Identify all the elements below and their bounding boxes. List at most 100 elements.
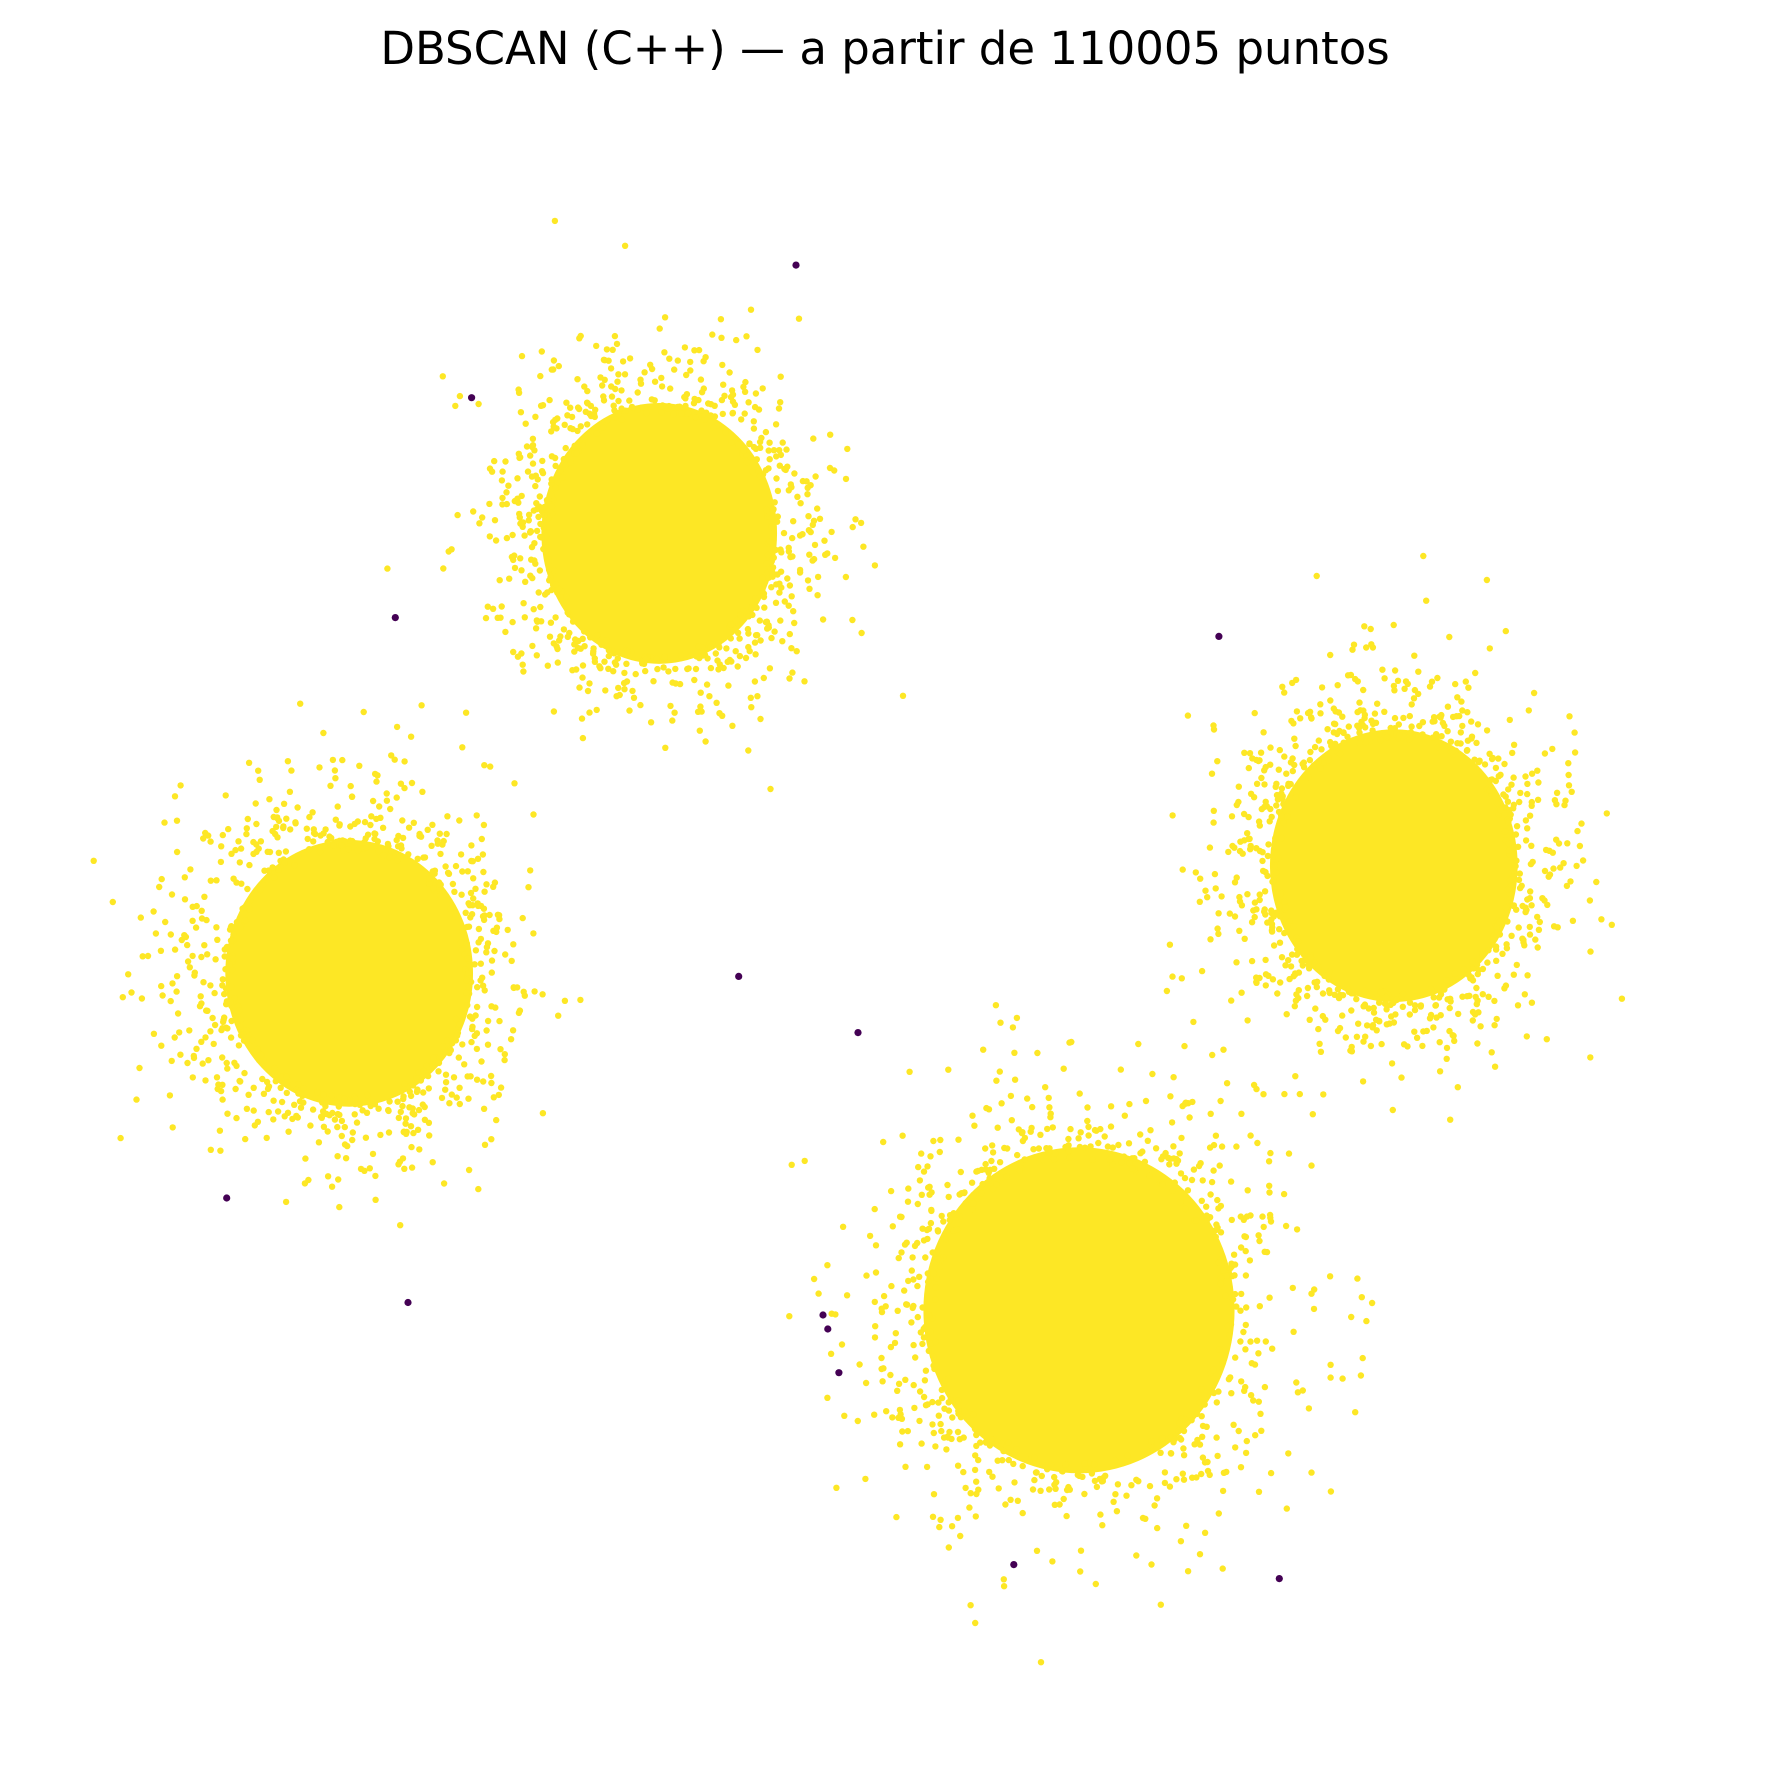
cluster-point [1354,1275,1361,1282]
cluster-point [521,614,528,621]
cluster-point [468,1038,475,1046]
cluster-point [453,1032,461,1039]
cluster-point [173,973,181,980]
cluster-point [1344,733,1351,740]
cluster-point [1318,684,1326,691]
cluster-point [1171,1435,1179,1443]
cluster-point [1402,678,1410,685]
cluster-point [937,1420,944,1428]
cluster-point [1274,990,1281,997]
cluster-point [1285,923,1293,930]
cluster-point [763,506,770,514]
cluster-point [843,1292,851,1299]
cluster-point [498,603,505,610]
cluster-point [1126,1159,1133,1167]
cluster-point [1423,1027,1431,1035]
cluster-point [399,1155,407,1162]
cluster-point [1381,675,1388,682]
cluster-point [1060,1495,1067,1503]
cluster-point [401,784,408,792]
cluster-point [212,956,219,963]
cluster-point [1242,1346,1249,1353]
cluster-point [904,1427,911,1435]
cluster-point [1198,1386,1205,1393]
cluster-point [805,513,812,520]
cluster-point [1003,1173,1011,1180]
cluster-point [529,443,536,451]
cluster-point [1501,828,1509,835]
cluster-point [929,1421,936,1428]
cluster-point [903,1239,910,1246]
cluster-point [1521,991,1529,998]
cluster-point [1528,902,1535,909]
cluster-point [1125,1140,1133,1147]
cluster-point [289,1081,297,1089]
cluster-point [383,790,390,797]
cluster-point [1255,1350,1262,1357]
cluster-point [552,581,560,588]
cluster-point [569,667,576,674]
cluster-point [1356,699,1363,706]
cluster-point [932,1338,940,1346]
cluster-point [222,792,229,799]
cluster-point [1193,1410,1201,1418]
cluster-point [1084,1104,1091,1111]
cluster-point [1516,870,1524,877]
cluster-point [437,850,444,858]
cluster-point [1238,989,1245,996]
cluster-point [1216,1162,1223,1169]
cluster-point [1561,801,1568,809]
cluster-point [336,1094,343,1101]
cluster-point [1534,796,1542,803]
cluster-point [760,674,767,682]
cluster-point [1148,1438,1155,1445]
cluster-point [510,984,517,992]
cluster-point [773,475,780,482]
cluster-point [1267,761,1274,768]
cluster-point [1258,774,1265,782]
cluster-point [1008,1117,1015,1124]
cluster-point [1228,1390,1235,1397]
cluster-point [743,458,751,466]
cluster-point [519,914,526,922]
cluster-point [270,874,278,881]
cluster-point [1169,812,1176,819]
cluster-point [429,821,436,828]
cluster-point [1285,957,1292,964]
cluster-point [387,805,394,813]
cluster-point [192,924,200,931]
cluster-point [745,747,752,754]
cluster-point [871,562,879,569]
cluster-point [559,474,566,481]
cluster-point [1085,1132,1092,1139]
cluster-point [1292,676,1300,684]
cluster-point [1460,966,1468,973]
cluster-point [1541,897,1548,904]
cluster-point [1342,1034,1350,1041]
cluster-point [753,604,760,611]
cluster-point [651,397,658,404]
cluster-point [1220,1046,1227,1053]
cluster-point [213,924,220,931]
cluster-point [152,930,160,937]
cluster-point [986,1468,993,1476]
cluster-point [459,1041,466,1048]
cluster-point [1184,712,1192,719]
cluster-point [1297,715,1304,722]
cluster-point [1528,802,1535,809]
cluster-point [271,1070,278,1078]
cluster-0 [384,217,907,793]
cluster-point [838,1341,846,1348]
cluster-point [809,557,816,564]
cluster-point [603,637,610,644]
cluster-point [1157,1601,1165,1608]
cluster-point [1005,1439,1012,1446]
cluster-core [923,1147,1235,1474]
cluster-point [1267,744,1274,751]
cluster-point [1322,1016,1329,1023]
cluster-point [257,838,265,845]
cluster-point [542,547,549,555]
noise-point [468,394,476,402]
cluster-point [919,1304,926,1311]
cluster-point [1087,1143,1094,1150]
